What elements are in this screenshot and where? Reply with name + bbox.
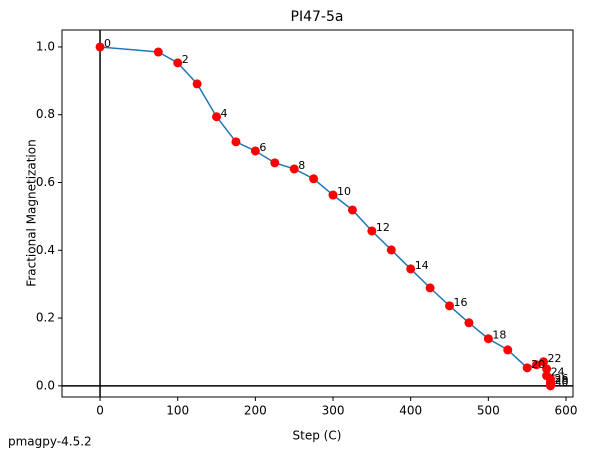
point-label: 6 bbox=[259, 141, 266, 154]
data-point bbox=[406, 264, 416, 274]
data-point bbox=[250, 146, 260, 156]
data-point bbox=[309, 174, 319, 184]
point-label: 16 bbox=[454, 296, 468, 309]
point-label: 10 bbox=[337, 185, 351, 198]
point-label: 28 bbox=[554, 374, 568, 387]
x-axis-label: Step (C) bbox=[293, 429, 342, 443]
data-line bbox=[99, 46, 552, 386]
point-label: 8 bbox=[298, 159, 305, 172]
footer: pmagpy-4.5.2 bbox=[8, 435, 92, 449]
data-point bbox=[153, 47, 163, 57]
data-point bbox=[464, 318, 474, 328]
y-axis-label: Fractional Magnetization bbox=[25, 139, 39, 286]
chart-title: PI47-5a bbox=[291, 9, 344, 25]
data-point bbox=[367, 226, 377, 236]
data-point bbox=[542, 364, 552, 374]
point-label: 0 bbox=[104, 37, 111, 50]
point-label: 2 bbox=[182, 53, 189, 66]
data-point bbox=[503, 345, 513, 355]
data-point bbox=[328, 190, 338, 200]
data-point bbox=[192, 79, 202, 89]
data-point bbox=[545, 381, 555, 391]
data-point bbox=[445, 301, 455, 311]
data-point bbox=[522, 363, 532, 373]
data-point bbox=[270, 158, 280, 168]
y-tick-label: 0.4 bbox=[36, 243, 55, 257]
data-point bbox=[532, 360, 541, 370]
plot-frame bbox=[61, 29, 574, 398]
point-label: 24 bbox=[551, 366, 565, 379]
data-point bbox=[483, 334, 493, 344]
point-label: 30 bbox=[554, 376, 568, 389]
x-tick-label: 400 bbox=[399, 404, 422, 418]
y-tick-label: 0.6 bbox=[36, 175, 55, 189]
x-tick-label: 0 bbox=[96, 404, 104, 418]
y-tick-label: 0.2 bbox=[36, 311, 55, 325]
data-point bbox=[425, 283, 435, 293]
y-tick-label: 1.0 bbox=[36, 39, 55, 53]
data-point bbox=[212, 112, 222, 122]
data-point bbox=[538, 357, 548, 367]
point-label: 18 bbox=[492, 329, 506, 342]
data-point bbox=[231, 137, 241, 147]
x-tick-label: 500 bbox=[477, 404, 500, 418]
point-label: 26 bbox=[554, 372, 568, 385]
y-tick-label: 0.8 bbox=[36, 107, 55, 121]
x-tick-label: 300 bbox=[322, 404, 345, 418]
x-tick-label: 100 bbox=[166, 404, 189, 418]
point-label: 22 bbox=[547, 352, 561, 365]
point-label: 14 bbox=[415, 259, 429, 272]
data-point bbox=[95, 42, 105, 52]
point-label: 12 bbox=[376, 221, 390, 234]
x-tick-label: 600 bbox=[555, 404, 578, 418]
y-tick-label: 0.0 bbox=[36, 378, 55, 392]
x-tick-label: 200 bbox=[244, 404, 267, 418]
data-point bbox=[289, 164, 299, 174]
data-point bbox=[386, 245, 396, 255]
point-label: 4 bbox=[221, 107, 228, 120]
point-label: 20 bbox=[531, 358, 545, 371]
data-point bbox=[347, 205, 357, 215]
data-point bbox=[173, 58, 183, 68]
